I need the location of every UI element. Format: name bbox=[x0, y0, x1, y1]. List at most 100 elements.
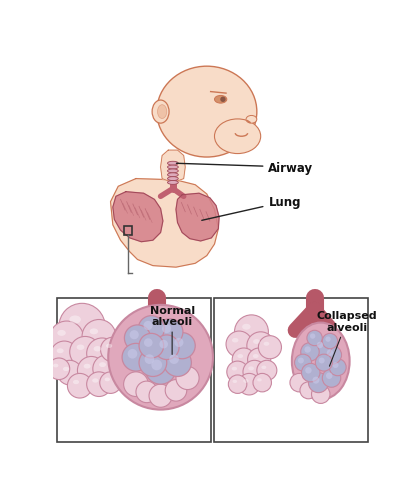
Circle shape bbox=[163, 349, 191, 377]
Circle shape bbox=[159, 340, 168, 349]
Ellipse shape bbox=[92, 379, 98, 383]
Circle shape bbox=[247, 348, 270, 371]
Circle shape bbox=[50, 341, 78, 369]
Ellipse shape bbox=[69, 316, 81, 324]
Circle shape bbox=[169, 333, 195, 359]
Bar bbox=[57, 298, 210, 442]
Circle shape bbox=[312, 338, 331, 357]
Ellipse shape bbox=[167, 181, 178, 185]
Ellipse shape bbox=[76, 345, 84, 350]
Circle shape bbox=[228, 375, 246, 394]
Polygon shape bbox=[110, 179, 218, 268]
Circle shape bbox=[294, 354, 311, 371]
Circle shape bbox=[304, 347, 310, 353]
Text: Lung: Lung bbox=[201, 196, 300, 221]
Ellipse shape bbox=[83, 364, 90, 369]
Circle shape bbox=[100, 372, 121, 394]
Circle shape bbox=[82, 320, 116, 354]
Ellipse shape bbox=[214, 120, 260, 154]
Circle shape bbox=[123, 372, 148, 397]
Ellipse shape bbox=[57, 349, 64, 354]
Ellipse shape bbox=[237, 354, 242, 358]
Circle shape bbox=[321, 369, 340, 387]
Text: Normal
alveoli: Normal alveoli bbox=[149, 305, 194, 355]
Circle shape bbox=[161, 324, 171, 334]
Ellipse shape bbox=[152, 101, 169, 124]
Circle shape bbox=[226, 361, 248, 383]
Circle shape bbox=[100, 338, 125, 362]
Circle shape bbox=[108, 305, 212, 410]
Text: Airway: Airway bbox=[176, 161, 313, 174]
Circle shape bbox=[144, 355, 154, 364]
Polygon shape bbox=[160, 151, 185, 181]
Circle shape bbox=[242, 361, 266, 384]
Ellipse shape bbox=[247, 367, 253, 371]
Circle shape bbox=[127, 349, 137, 359]
Circle shape bbox=[225, 331, 252, 358]
Ellipse shape bbox=[53, 364, 58, 368]
Circle shape bbox=[122, 344, 150, 371]
Circle shape bbox=[332, 362, 338, 368]
Ellipse shape bbox=[231, 338, 238, 343]
Bar bbox=[123, 227, 132, 235]
Circle shape bbox=[316, 342, 323, 349]
Circle shape bbox=[135, 381, 157, 403]
Circle shape bbox=[48, 358, 69, 380]
Circle shape bbox=[59, 304, 105, 350]
Circle shape bbox=[321, 334, 337, 349]
Ellipse shape bbox=[252, 354, 258, 358]
Circle shape bbox=[174, 338, 183, 347]
Circle shape bbox=[139, 349, 166, 377]
Circle shape bbox=[318, 358, 324, 364]
Circle shape bbox=[299, 382, 316, 399]
Ellipse shape bbox=[157, 67, 256, 158]
Circle shape bbox=[256, 361, 276, 381]
Circle shape bbox=[69, 337, 100, 368]
Circle shape bbox=[234, 315, 268, 349]
Circle shape bbox=[308, 373, 328, 393]
Ellipse shape bbox=[214, 96, 226, 104]
Circle shape bbox=[176, 367, 199, 390]
Ellipse shape bbox=[220, 97, 225, 103]
Circle shape bbox=[149, 384, 172, 407]
Ellipse shape bbox=[231, 367, 237, 371]
Circle shape bbox=[258, 336, 281, 359]
Circle shape bbox=[238, 374, 259, 395]
Ellipse shape bbox=[261, 366, 266, 369]
Ellipse shape bbox=[256, 378, 261, 382]
Circle shape bbox=[57, 361, 82, 385]
Circle shape bbox=[124, 325, 150, 351]
Circle shape bbox=[306, 331, 321, 346]
Ellipse shape bbox=[104, 378, 110, 382]
Text: Collapsed
alveoli: Collapsed alveoli bbox=[316, 311, 376, 366]
Ellipse shape bbox=[167, 162, 178, 166]
Circle shape bbox=[311, 385, 329, 404]
Circle shape bbox=[232, 348, 255, 371]
Circle shape bbox=[300, 343, 318, 361]
Ellipse shape bbox=[57, 330, 66, 336]
Circle shape bbox=[312, 377, 319, 384]
Ellipse shape bbox=[63, 367, 69, 371]
Circle shape bbox=[301, 364, 319, 382]
Ellipse shape bbox=[242, 379, 248, 383]
Circle shape bbox=[154, 335, 179, 360]
Circle shape bbox=[315, 354, 332, 371]
Circle shape bbox=[129, 331, 138, 340]
Ellipse shape bbox=[245, 116, 256, 124]
Ellipse shape bbox=[167, 170, 178, 173]
Ellipse shape bbox=[291, 323, 349, 400]
Polygon shape bbox=[176, 194, 218, 241]
Circle shape bbox=[252, 374, 271, 392]
Circle shape bbox=[86, 338, 117, 369]
Circle shape bbox=[169, 355, 178, 364]
Circle shape bbox=[77, 357, 105, 384]
Circle shape bbox=[326, 350, 332, 356]
Ellipse shape bbox=[232, 380, 237, 383]
Ellipse shape bbox=[106, 344, 112, 348]
Circle shape bbox=[322, 346, 341, 364]
Ellipse shape bbox=[157, 105, 166, 119]
Polygon shape bbox=[113, 192, 162, 242]
Ellipse shape bbox=[167, 177, 178, 181]
Circle shape bbox=[246, 332, 274, 360]
Circle shape bbox=[297, 358, 303, 364]
